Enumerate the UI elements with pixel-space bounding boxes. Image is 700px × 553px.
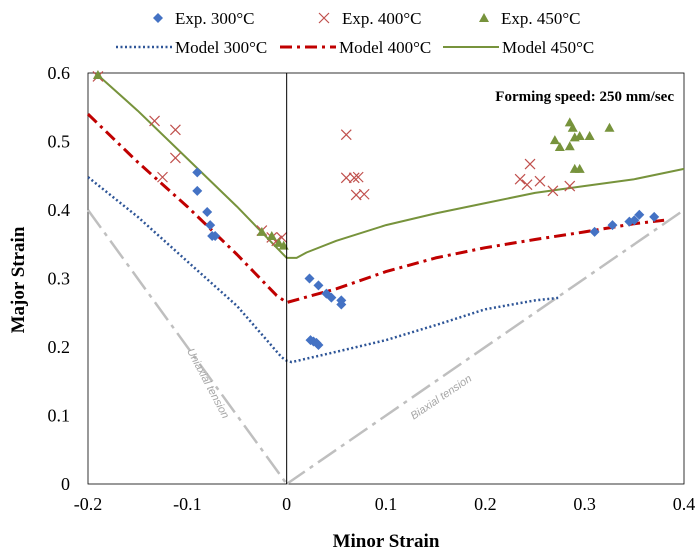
data-point-x [348,172,360,184]
uniaxial-tension-label: Uniaxial tension [184,346,231,420]
data-point-triangle [554,141,565,151]
data-point-x [169,152,181,164]
reference-tension-line [285,208,685,486]
forming-speed-annotation: Forming speed: 250 mm/sec [495,89,674,105]
data-point-diamond [649,211,660,222]
data-point-diamond [589,226,600,237]
data-point-x [358,188,370,200]
legend-item-model-400: Model 400°C [280,38,431,57]
data-point-triangle [92,70,103,80]
data-point-x [340,129,352,141]
reference-tension-line [86,209,288,485]
model-line-4 [86,113,665,304]
y-tick-label: 0.4 [48,200,71,220]
legend: Exp. 300°C Exp. 400°C Exp. 450°C Model 3… [116,9,594,57]
plot-area [87,72,685,485]
data-point-diamond [326,292,337,303]
x-tick-label: -0.1 [173,494,202,514]
biaxial-tension-label: Biaxial tension [409,373,475,423]
legend-label-model-400: Model 400°C [339,38,431,57]
data-point-diamond [313,339,324,350]
legend-label-exp-450: Exp. 450°C [501,9,581,28]
legend-marker-triangle [479,13,489,22]
x-axis-title: Minor Strain [333,531,440,552]
data-point-x [157,171,168,183]
data-point-triangle [604,122,615,132]
data-point-diamond [192,185,203,196]
x-tick-label: 0.1 [375,494,398,514]
data-point-triangle [574,131,585,141]
y-tick-label: 0.1 [48,406,71,426]
x-tick-label: 0.3 [573,494,596,514]
data-point-diamond [304,273,315,284]
y-tick-label: 0.6 [48,63,71,83]
data-markers [92,70,660,350]
data-point-x [149,115,160,127]
legend-item-exp-300: Exp. 300°C [153,9,255,28]
model-lines [86,74,685,364]
y-tick-labels: 0 0.1 0.2 0.3 0.4 0.5 0.6 [48,63,71,494]
data-point-x [547,185,559,197]
data-point-diamond [607,220,618,231]
y-tick-label: 0 [61,474,70,494]
data-point-x [352,171,364,183]
y-tick-label: 0.3 [48,269,71,289]
data-point-diamond [210,231,221,242]
model-line-5 [97,74,685,259]
data-point-diamond [336,299,347,310]
legend-marker-diamond [153,13,163,23]
legend-item-model-450: Model 450°C [443,38,594,57]
data-point-x [534,175,546,187]
data-point-x [169,124,181,136]
y-tick-label: 0.2 [48,337,71,357]
y-axis-title: Major Strain [8,226,29,333]
data-point-diamond [313,280,324,291]
legend-label-model-300: Model 300°C [175,38,267,57]
data-point-triangle [273,237,284,247]
data-point-triangle [564,141,575,151]
data-point-x [564,180,576,192]
x-tick-label: -0.2 [74,494,103,514]
data-point-diamond [192,167,203,178]
x-tick-label: 0.4 [673,494,696,514]
x-tick-label: 0 [282,494,291,514]
data-point-triangle [567,122,578,132]
legend-label-model-450: Model 450°C [502,38,594,57]
legend-marker-x [318,12,330,24]
data-point-diamond [205,220,216,231]
model-line-3 [87,176,560,364]
data-point-triangle [574,163,585,173]
x-tick-labels: -0.2 -0.1 0 0.1 0.2 0.3 0.4 [74,494,696,514]
data-point-triangle [266,231,277,241]
legend-label-exp-300: Exp. 300°C [175,9,255,28]
data-point-x [524,158,536,170]
legend-label-exp-400: Exp. 400°C [342,9,422,28]
x-tick-label: 0.2 [474,494,497,514]
data-point-triangle [549,135,560,145]
data-point-x [514,173,526,185]
data-point-triangle [256,226,267,236]
legend-item-exp-400: Exp. 400°C [318,9,422,28]
data-point-x [521,179,533,191]
data-point-diamond [202,207,213,218]
y-tick-label: 0.5 [48,132,71,152]
data-point-triangle [584,131,595,141]
data-point-diamond [634,209,645,220]
legend-item-model-300: Model 300°C [116,38,267,57]
data-point-diamond [629,215,640,226]
reference-lines [86,208,685,486]
legend-item-exp-450: Exp. 450°C [479,9,581,28]
data-point-x [340,172,352,184]
